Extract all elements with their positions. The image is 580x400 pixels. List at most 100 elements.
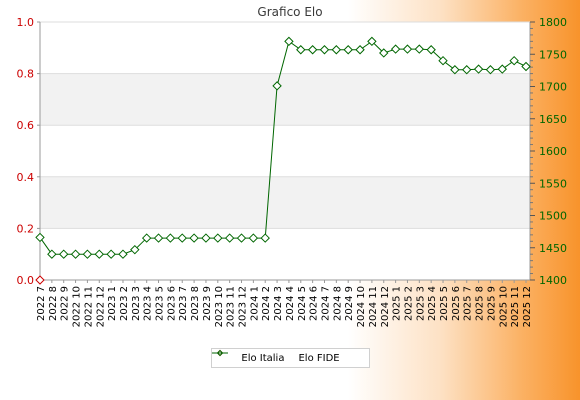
- x-tick-label: 2024 7: [320, 286, 331, 321]
- x-tick-label: 2023 2: [119, 286, 130, 321]
- x-tick-label: 2022 8: [48, 286, 59, 321]
- y-right-tick-label: 1700: [539, 81, 567, 94]
- legend-item-elo-italia: Elo Italia: [212, 349, 285, 364]
- series-point-1: [213, 233, 223, 243]
- series-point-1: [438, 55, 448, 66]
- y-left-tick-label: 0.8: [17, 68, 35, 81]
- chart-legend: Elo Italia Elo FIDE: [211, 348, 370, 368]
- x-tick-label: 2023 4: [143, 286, 154, 321]
- series-point-1: [319, 45, 330, 55]
- series-point-1: [94, 249, 104, 259]
- x-tick-label: 2022 12: [95, 286, 106, 327]
- series-point-1: [153, 233, 164, 243]
- y-right-tick-label: 1500: [539, 210, 567, 223]
- series-point-1: [70, 249, 81, 259]
- series-point-1: [509, 55, 519, 66]
- series-point-1: [414, 44, 425, 54]
- series-point-1: [426, 45, 436, 55]
- y-right-tick-label: 1550: [539, 177, 567, 190]
- series-point-1: [118, 249, 128, 259]
- legend-marker-elo-fide: [212, 349, 228, 357]
- series-point-1: [462, 65, 472, 75]
- x-tick-label: 2023 5: [155, 286, 166, 321]
- series-point-1: [177, 233, 187, 243]
- series-point-1: [130, 244, 140, 255]
- x-tick-label: 2023 8: [190, 286, 201, 321]
- x-tick-label: 2022 7: [36, 286, 47, 321]
- x-tick-label: 2025 10: [498, 286, 509, 327]
- series-point-1: [521, 61, 531, 72]
- y-left-tick-label: 0.2: [17, 222, 35, 235]
- x-tick-label: 2024 5: [297, 286, 308, 321]
- series-point-1: [497, 64, 508, 74]
- x-tick-label: 2024 10: [356, 286, 367, 327]
- y-right-tick-label: 1600: [539, 145, 567, 158]
- series-point-1: [284, 36, 294, 47]
- series-point-1: [59, 249, 69, 259]
- x-tick-label: 2025 6: [451, 286, 462, 321]
- legend-label-elo-italia: Elo Italia: [241, 352, 285, 364]
- y-left-tick-label: 0.0: [17, 274, 35, 287]
- x-tick-label: 2023 3: [131, 286, 142, 321]
- x-tick-label: 2024 12: [380, 286, 391, 327]
- grid-band: [40, 176, 530, 229]
- y-right-tick-label: 1750: [539, 48, 567, 61]
- x-tick-label: 2025 11: [510, 286, 521, 327]
- x-tick-label: 2025 5: [439, 286, 450, 321]
- series-point-1: [35, 232, 45, 243]
- series-point-1: [272, 81, 282, 91]
- y-right-tick-label: 1650: [539, 113, 567, 126]
- series-point-1: [296, 45, 306, 55]
- series-point-1: [307, 45, 318, 55]
- x-tick-label: 2025 1: [392, 286, 403, 321]
- plot-area: [40, 22, 530, 280]
- series-point-1: [343, 45, 353, 55]
- series-point-1: [355, 45, 365, 55]
- y-left-tick-label: 1.0: [17, 16, 35, 29]
- series-point-0: [35, 275, 45, 285]
- x-tick-label: 2025 2: [403, 286, 414, 321]
- x-tick-label: 2025 3: [415, 286, 426, 321]
- x-tick-label: 2023 10: [214, 286, 225, 327]
- x-tick-label: 2025 8: [475, 286, 486, 321]
- series-point-1: [236, 233, 247, 243]
- x-tick-label: 2022 9: [60, 286, 71, 321]
- x-tick-label: 2023 9: [202, 286, 213, 321]
- x-tick-label: 2024 4: [285, 286, 296, 321]
- series-point-1: [473, 64, 484, 74]
- series-point-1: [106, 249, 116, 259]
- series-point-1: [485, 65, 496, 75]
- series-point-1: [224, 233, 235, 243]
- x-tick-label: 2023 12: [238, 286, 249, 327]
- x-tick-label: 2022 11: [83, 286, 94, 327]
- y-left-tick-label: 0.4: [17, 171, 35, 184]
- series-point-1: [165, 233, 176, 243]
- y-right-tick-label: 1800: [539, 16, 567, 29]
- x-tick-label: 2024 6: [309, 286, 320, 321]
- legend-item-elo-fide: Elo FIDE: [212, 349, 340, 364]
- x-tick-label: 2025 12: [522, 286, 533, 327]
- series-point-1: [189, 233, 199, 243]
- grid-band: [40, 73, 530, 126]
- x-tick-label: 2023 7: [178, 286, 189, 321]
- legend-label-elo-fide: Elo FIDE: [298, 352, 340, 364]
- x-tick-label: 2023 1: [107, 286, 118, 321]
- x-tick-label: 2025 4: [427, 286, 438, 321]
- series-point-1: [248, 233, 259, 243]
- x-tick-label: 2023 11: [226, 286, 237, 327]
- x-tick-label: 2024 11: [368, 286, 379, 327]
- series-point-1: [379, 48, 389, 58]
- x-tick-label: 2024 9: [344, 286, 355, 321]
- x-tick-label: 2025 9: [486, 286, 497, 321]
- series-point-1: [260, 233, 270, 243]
- y-right-tick-label: 1400: [539, 274, 567, 287]
- series-point-1: [367, 36, 377, 47]
- x-tick-label: 2024 1: [249, 286, 260, 321]
- x-tick-label: 2022 10: [72, 286, 83, 327]
- x-tick-label: 2024 8: [332, 286, 343, 321]
- series-point-1: [201, 233, 211, 243]
- series-point-1: [390, 44, 401, 54]
- x-tick-label: 2024 3: [273, 286, 284, 321]
